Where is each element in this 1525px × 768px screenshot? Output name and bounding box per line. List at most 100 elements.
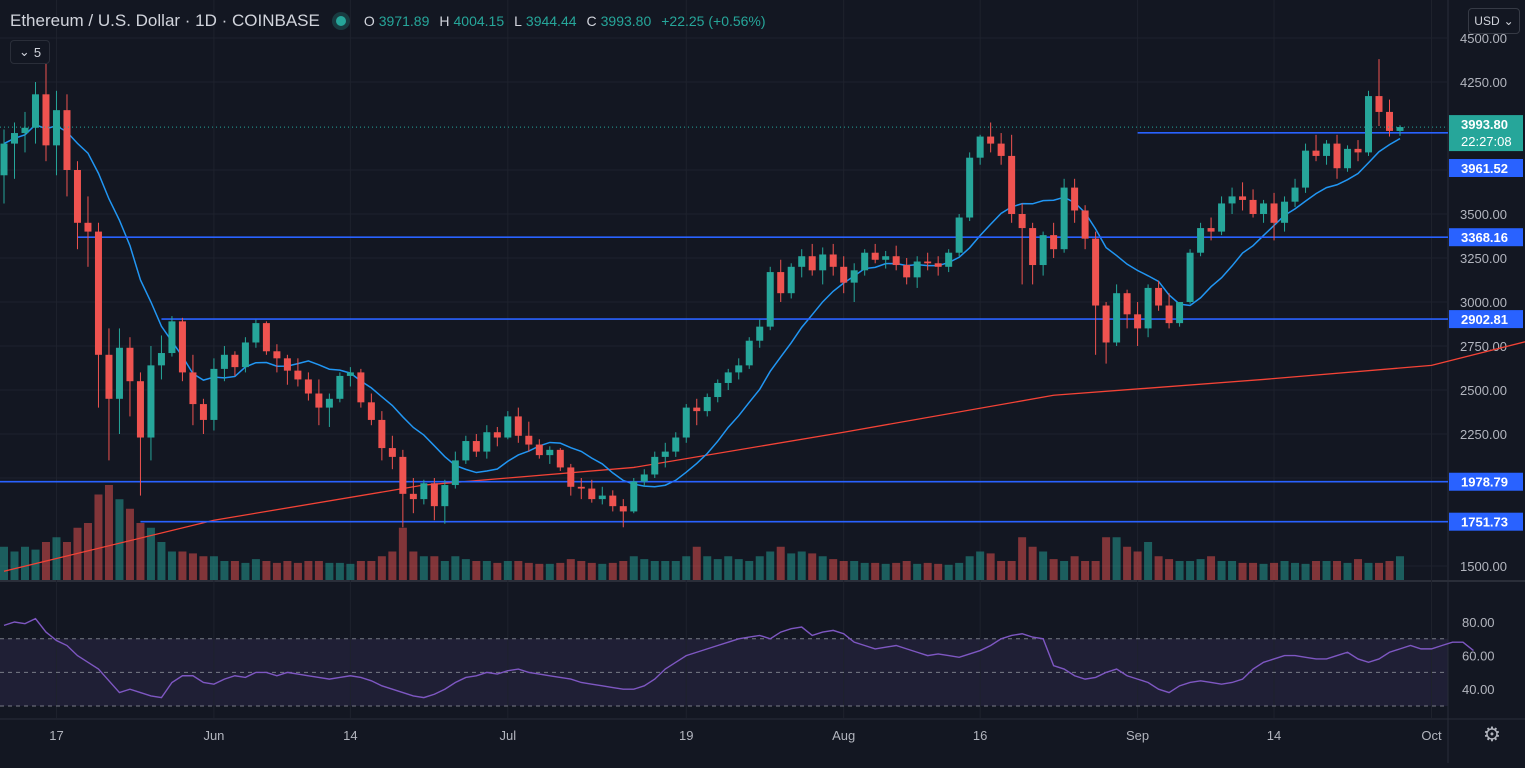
ma-fast-line (3, 123, 1401, 488)
candle-body (283, 358, 291, 371)
candle-body (1186, 252, 1194, 302)
candle-body (976, 136, 984, 158)
candle-body (1113, 293, 1121, 343)
y-tick-label: 2500.00 (1460, 383, 1507, 398)
volume-bar (1259, 563, 1268, 580)
rsi-tick-label: 60.00 (1462, 649, 1495, 664)
gear-icon[interactable]: ⚙ (1483, 723, 1501, 746)
volume-bar (356, 561, 365, 580)
candle-body (514, 416, 522, 436)
volume-bar (430, 556, 439, 580)
candle-body (903, 265, 911, 278)
candle-body (378, 419, 386, 449)
volume-bar (1133, 551, 1142, 580)
symbol-title[interactable]: Ethereum / U.S. Dollar · 1D · COINBASE (10, 11, 320, 30)
open-value: 3971.89 (378, 13, 430, 29)
volume-bar (1028, 546, 1037, 580)
candle-body (651, 456, 659, 475)
volume-bar (1102, 537, 1111, 580)
candle-body (1260, 203, 1268, 214)
volume-bar (881, 563, 890, 580)
volume-bar (1396, 556, 1404, 580)
volume-bar (482, 561, 491, 580)
candle-body (1228, 196, 1236, 204)
volume-bar (545, 563, 554, 580)
rsi-tick-label: 40.00 (1462, 682, 1495, 697)
x-tick-label: 14 (1267, 728, 1281, 743)
volume-bar (755, 556, 764, 580)
indicators-toggle-button[interactable]: ⌄ 5 (10, 40, 50, 64)
volume-bar (283, 561, 292, 580)
price-level-tag-bg (1449, 310, 1523, 329)
candle-body (1323, 143, 1331, 156)
volume-bar (1270, 562, 1279, 580)
candle-body (703, 397, 711, 412)
x-tick-label: Sep (1126, 728, 1149, 743)
x-tick-label: Jul (500, 728, 517, 743)
candle-body (1081, 210, 1089, 239)
x-tick-label: 16 (973, 728, 987, 743)
volume-bar (724, 556, 733, 580)
candle-body (472, 441, 480, 452)
volume-bar (598, 563, 607, 580)
candle-body (1165, 305, 1173, 324)
candle-body (567, 467, 575, 487)
candle-body (808, 256, 816, 271)
candle-body (1270, 203, 1278, 223)
volume-bar (1196, 559, 1205, 580)
volume-bar (1249, 562, 1258, 580)
candle-body (840, 266, 848, 283)
candle-body (1134, 314, 1142, 329)
candle-body (430, 483, 438, 507)
volume-bar (829, 559, 838, 580)
volume-bar (398, 527, 407, 580)
candle-body (483, 432, 491, 452)
candle-body (525, 435, 533, 445)
candle-body (1050, 235, 1058, 250)
high-label: H (439, 13, 450, 29)
candle-body (1344, 148, 1352, 169)
volume-bar (493, 562, 502, 580)
x-tick-label: 19 (679, 728, 693, 743)
volume-bar (692, 546, 701, 580)
volume-bar (178, 551, 187, 580)
candle-body (336, 375, 344, 399)
volume-bar (1081, 561, 1090, 580)
volume-bar (535, 563, 544, 580)
volume-bar (514, 561, 523, 580)
x-tick-label: Jun (203, 728, 224, 743)
price-level-tag-bg (1449, 159, 1523, 177)
volume-bar (556, 562, 565, 580)
chevron-down-icon: ⌄ (1503, 14, 1514, 28)
low-value: 3944.44 (525, 13, 577, 29)
volume-bar (661, 561, 670, 580)
volume-bar (997, 561, 1006, 580)
candle-body (735, 365, 743, 373)
volume-bar (293, 562, 302, 580)
price-level-tag-bg (1449, 472, 1523, 491)
volume-bar (209, 556, 218, 580)
candle-body (94, 231, 102, 355)
volume-bar (524, 562, 533, 580)
volume-bar (1186, 561, 1195, 580)
volume-bar (31, 549, 40, 580)
candle-body (1396, 127, 1404, 131)
candle-body (892, 256, 900, 266)
chevron-down-icon: ⌄ (18, 44, 30, 59)
volume-bar (766, 551, 775, 580)
volume-bar (440, 561, 449, 580)
volume-bar (241, 562, 250, 580)
candle-body (1207, 228, 1215, 232)
indicators-count: 5 (33, 44, 42, 60)
countdown-label: 22:27:08 (1461, 134, 1512, 149)
price-level-tag: 3961.52 (1461, 161, 1508, 176)
candle-body (1302, 150, 1310, 188)
x-tick-label: Aug (832, 728, 855, 743)
currency-select[interactable]: USD ⌄ (1468, 8, 1520, 34)
volume-bar (1333, 561, 1342, 580)
candle-body (178, 321, 186, 373)
candle-body (861, 252, 869, 271)
candle-body (1375, 96, 1383, 112)
volume-bar (20, 546, 29, 580)
